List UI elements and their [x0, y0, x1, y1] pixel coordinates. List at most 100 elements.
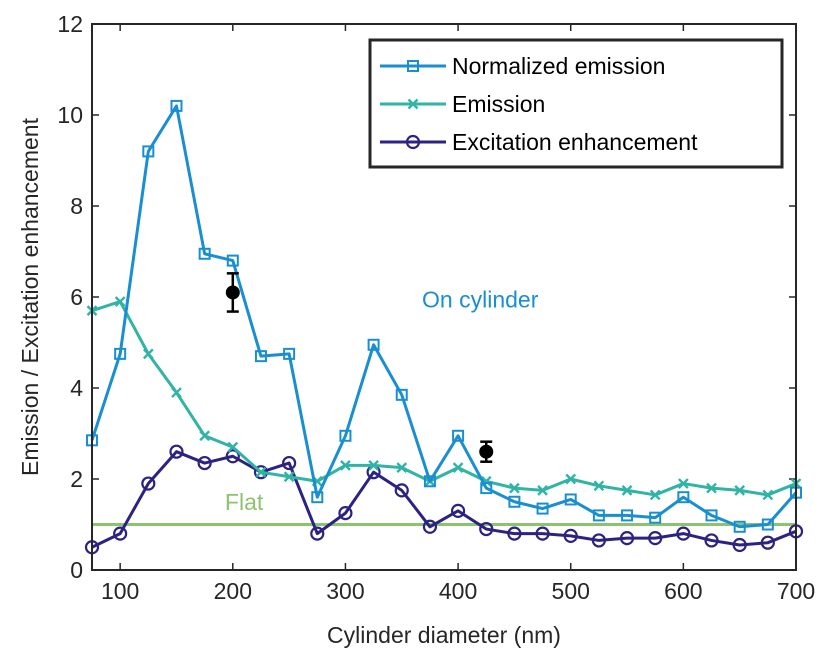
x-axis-label: Cylinder diameter (nm): [327, 622, 561, 648]
legend-label: Normalized emission: [452, 53, 665, 79]
y-tick-label: 4: [70, 375, 83, 401]
normalized-emission-point: [226, 254, 239, 267]
excitation-enhancement-point: [704, 533, 719, 548]
x-tick-label: 600: [664, 578, 702, 604]
y-tick-label: 2: [70, 466, 83, 492]
normalized-emission-point: [114, 347, 127, 360]
normalized-emission-point: [452, 429, 465, 442]
annotation-flat: Flat: [225, 489, 264, 515]
normalized-emission-point: [142, 145, 155, 158]
y-tick-label: 10: [57, 102, 83, 128]
normalized-emission-point: [621, 509, 634, 522]
excitation-enhancement-line: [91, 450, 797, 549]
x-tick-label: 300: [326, 578, 364, 604]
emission-point: [565, 473, 577, 485]
emission-point: [283, 471, 295, 483]
excitation-enhancement-point: [676, 526, 691, 541]
excitation-enhancement-point: [282, 455, 297, 471]
emission-point: [762, 489, 774, 501]
series-normalized-emission: [86, 99, 802, 533]
y-tick-label: 8: [70, 193, 83, 219]
excitation-enhancement-point: [422, 519, 438, 534]
normalized-emission-point: [705, 509, 718, 522]
excitation-enhancement-point: [760, 535, 775, 550]
normalized-emission-point: [170, 99, 183, 112]
emission-point: [509, 482, 520, 494]
emission-point: [227, 441, 239, 453]
emission-point: [340, 460, 351, 471]
excitation-enhancement-point: [338, 506, 353, 521]
excitation-enhancement-point: [141, 476, 156, 491]
measured-point: [479, 444, 494, 459]
emission-line: [91, 300, 797, 497]
emission-point: [368, 460, 379, 471]
excitation-enhancement-point: [563, 528, 578, 543]
x-tick-label: 200: [214, 578, 252, 604]
emission-point: [452, 462, 464, 473]
emission-point: [593, 480, 605, 492]
emission-point: [734, 485, 746, 496]
excitation-enhancement-point: [450, 503, 466, 518]
excitation-enhancement-point: [535, 526, 550, 541]
excitation-enhancement-point: [648, 531, 663, 546]
emission-point: [114, 296, 126, 307]
normalized-emission-point: [367, 338, 380, 351]
normalized-emission-point: [480, 482, 493, 495]
excitation-enhancement-point: [619, 531, 635, 546]
emission-point: [649, 489, 661, 501]
excitation-enhancement-point: [225, 449, 240, 464]
emission-point: [678, 478, 689, 489]
normalized-emission-point: [339, 429, 352, 442]
x-tick-label: 700: [777, 578, 815, 604]
x-tick-label: 100: [101, 578, 139, 604]
annotation-on-cylinder: On cylinder: [422, 286, 539, 312]
y-tick-label: 12: [57, 11, 83, 37]
emission-point: [142, 348, 154, 360]
normalized-emission-point: [592, 509, 605, 522]
y-tick-label: 6: [70, 284, 83, 310]
excitation-enhancement-point: [310, 526, 325, 541]
series-excitation-enhancement: [84, 444, 804, 555]
excitation-enhancement-point: [732, 537, 747, 553]
emission-point: [171, 387, 182, 398]
excitation-enhancement-point: [394, 483, 409, 498]
legend-marker: [405, 134, 421, 150]
normalized-emission-point: [564, 493, 577, 506]
normalized-emission-point: [198, 247, 211, 260]
measured-point: [225, 285, 240, 300]
normalized-emission-point: [254, 350, 267, 363]
normalized-emission-point: [311, 491, 324, 504]
normalized-emission-point: [423, 475, 436, 488]
excitation-enhancement-point: [591, 533, 606, 548]
legend-label: Excitation enhancement: [452, 129, 698, 155]
normalized-emission-point: [677, 491, 690, 504]
legend-label: Emission: [452, 91, 545, 117]
excitation-enhancement-point: [113, 526, 128, 541]
emission-point: [537, 485, 548, 496]
excitation-enhancement-point: [507, 526, 522, 541]
normalized-emission-point: [283, 347, 296, 360]
normalized-emission-point: [761, 518, 774, 531]
x-tick-label: 400: [439, 578, 477, 604]
normalized-emission-point: [536, 502, 549, 515]
normalized-emission-point: [395, 388, 408, 401]
emission-point: [706, 482, 717, 494]
excitation-enhancement-point: [197, 455, 212, 471]
plot-frame: [91, 23, 797, 571]
legend: Normalized emission Emission Excitation en…: [368, 38, 784, 169]
y-axis-label: Emission / Excitation enhancement: [17, 117, 43, 476]
y-tick-label: 0: [70, 557, 83, 583]
excitation-enhancement-point: [479, 521, 494, 537]
excitation-enhancement-point: [169, 444, 184, 459]
normalized-emission-point: [733, 520, 746, 533]
legend-marker: [407, 98, 419, 110]
x-tick-label: 500: [552, 578, 590, 604]
emission-point: [621, 485, 633, 496]
normalized-emission-point: [508, 495, 521, 508]
emission-point: [199, 430, 210, 442]
emission-point: [396, 462, 408, 473]
legend-marker: [407, 60, 419, 72]
emission-point: [255, 466, 267, 478]
normalized-emission-point: [649, 511, 662, 524]
